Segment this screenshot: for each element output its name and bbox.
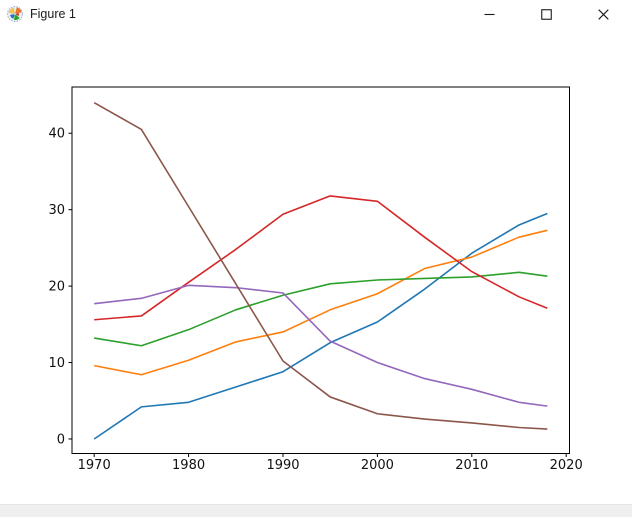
series-purple-line [94,284,548,407]
series-orange-line [94,229,548,376]
y-tick-label: 40 [48,127,65,142]
series-blue-line [93,212,548,440]
y-tick-label: 20 [48,280,65,295]
minimize-icon [484,13,495,15]
close-button[interactable] [575,0,632,28]
maximize-button[interactable] [518,0,575,28]
window-title: Figure 1 [30,7,76,21]
x-tick-label: 2020 [550,458,583,473]
series-brown-line [93,101,548,430]
y-tick-label: 10 [48,356,65,371]
x-tick-label: 2000 [361,458,394,473]
x-tick-label: 1990 [266,458,299,473]
x-tick-label: 1980 [172,458,205,473]
matplotlib-logo-icon [7,6,23,22]
y-tick-label: 0 [57,432,65,447]
series-red-line [94,195,548,321]
x-tick-label: 2010 [455,458,488,473]
maximize-icon [541,8,552,20]
y-tick-label: 30 [48,203,65,218]
toolbar-strip [0,504,632,517]
titlebar[interactable]: Figure 1 [0,0,632,28]
minimize-button[interactable] [461,0,518,28]
axes-frame [71,86,570,454]
close-icon [598,8,609,20]
x-tick-label: 1970 [78,458,111,473]
series-green-line [94,271,548,347]
window-controls [461,0,632,28]
